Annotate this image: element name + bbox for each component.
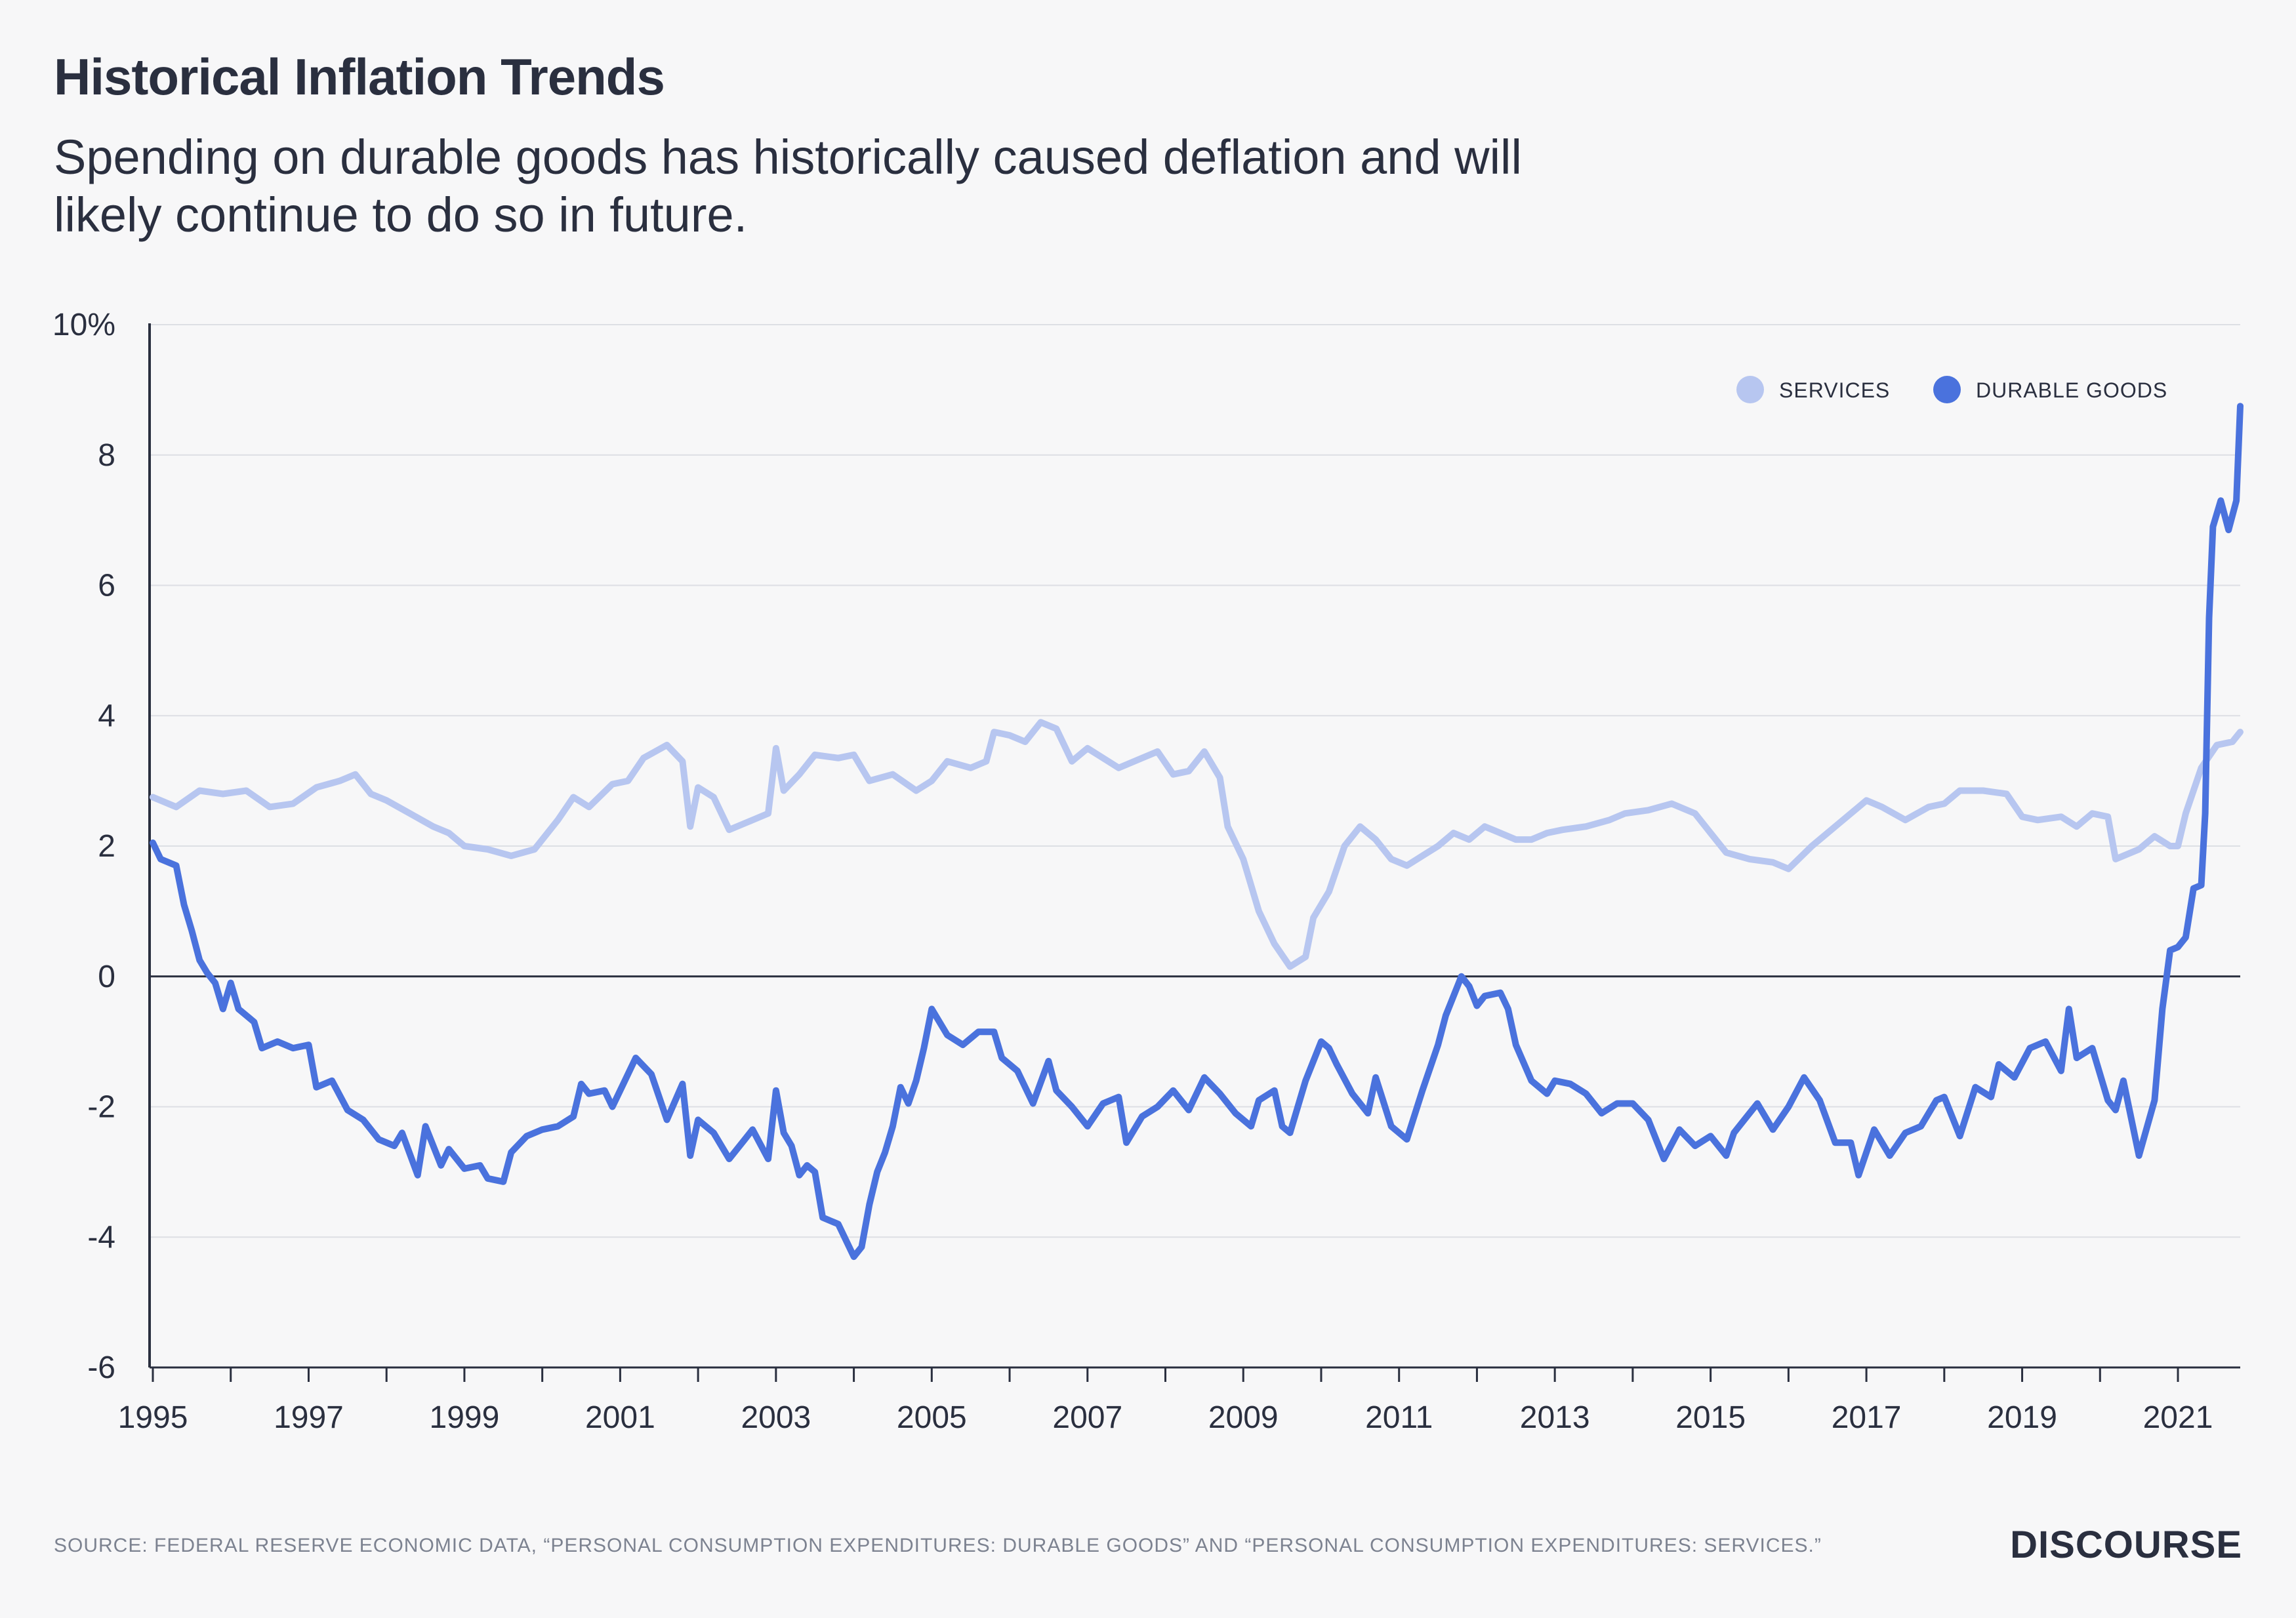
x-tick-label: 2013	[1520, 1400, 1590, 1435]
x-axis-ticks: 1995 1997 1999 2001 2003 2005 2007 2009 2011 2013…	[118, 1367, 2213, 1435]
y-tick-label: 8	[98, 438, 115, 473]
x-tick-label: 2005	[897, 1400, 967, 1435]
x-tick-label: 2007	[1052, 1400, 1122, 1435]
x-tick-label: 2017	[1832, 1400, 1902, 1435]
legend: SERVICES DURABLE GOODS	[1736, 376, 2167, 403]
x-tick-label: 1999	[430, 1400, 500, 1435]
y-tick-label: -6	[87, 1350, 115, 1385]
y-tick-label: 0	[98, 960, 115, 994]
series-line-services	[150, 719, 2244, 970]
legend-label: SERVICES	[1779, 378, 1890, 402]
x-tick-label: 1997	[274, 1400, 344, 1435]
x-tick-label: 2019	[1987, 1400, 2057, 1435]
chart-subtitle: Spending on durable goods has historical…	[54, 130, 1522, 242]
y-tick-label: -2	[87, 1090, 115, 1125]
source-note: SOURCE: FEDERAL RESERVE ECONOMIC DATA, “…	[54, 1535, 1822, 1556]
legend-marker	[1933, 376, 1961, 403]
y-tick-label: 6	[98, 569, 115, 603]
legend-item-durable-goods: DURABLE GOODS	[1933, 376, 2167, 403]
x-tick-label: 1995	[118, 1400, 188, 1435]
legend-label: DURABLE GOODS	[1976, 378, 2167, 402]
chart-title: Historical Inflation Trends	[54, 48, 665, 106]
x-tick-label: 2021	[2143, 1400, 2213, 1435]
x-tick-label: 2015	[1675, 1400, 1746, 1435]
grid-lines	[150, 324, 2240, 1238]
y-axis-ticks: 10% 8 6 4 2 0 -2 -4 -6	[52, 308, 115, 1385]
legend-marker	[1736, 376, 1764, 403]
y-tick-label: 4	[98, 698, 115, 733]
y-tick-label: 10%	[52, 308, 115, 342]
x-tick-label: 2001	[585, 1400, 655, 1435]
legend-item-services: SERVICES	[1736, 376, 1890, 403]
y-tick-label: 2	[98, 829, 115, 864]
series-lines	[150, 403, 2244, 1261]
y-tick-label: -4	[87, 1220, 115, 1255]
series-line-durable-goods	[150, 403, 2244, 1261]
x-tick-label: 2009	[1208, 1400, 1279, 1435]
brand-logo: DISCOURSE	[2010, 1524, 2242, 1566]
x-tick-label: 2011	[1365, 1400, 1433, 1435]
x-tick-label: 2003	[741, 1400, 811, 1435]
